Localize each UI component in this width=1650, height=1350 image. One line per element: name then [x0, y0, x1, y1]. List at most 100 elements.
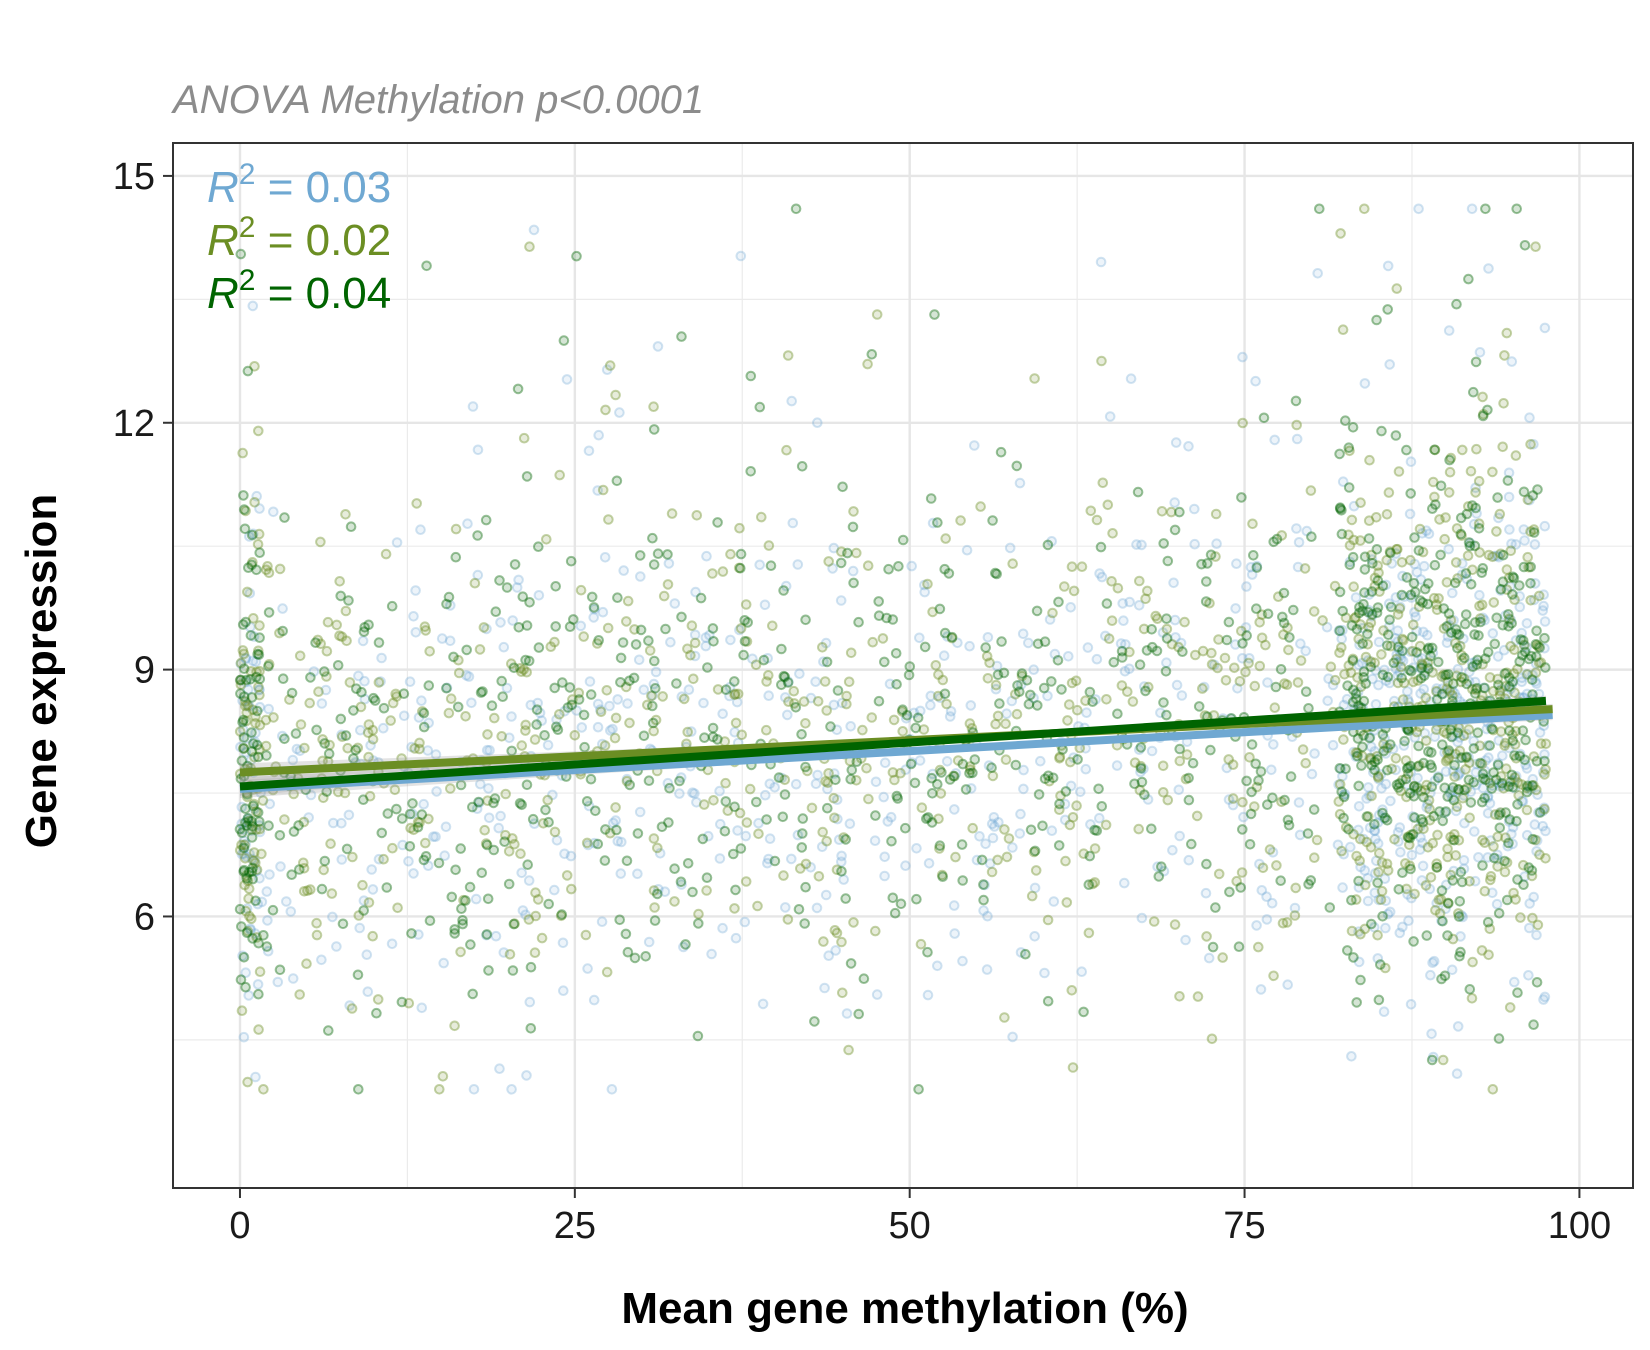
- fit-lines: [239, 696, 1553, 793]
- data-point: [450, 551, 462, 563]
- data-point: [1407, 829, 1419, 840]
- data-point: [1530, 639, 1542, 650]
- data-point: [513, 574, 524, 586]
- data-point: [682, 643, 693, 655]
- data-point: [247, 873, 258, 885]
- data-point: [311, 917, 322, 929]
- data-point: [1465, 797, 1477, 808]
- data-point: [250, 718, 261, 729]
- data-point: [1382, 764, 1393, 776]
- data-point: [1461, 573, 1473, 585]
- data-point: [1254, 617, 1265, 628]
- data-point: [1261, 914, 1273, 925]
- data-point: [241, 820, 253, 831]
- data-point: [938, 650, 950, 662]
- data-point: [1366, 760, 1377, 771]
- data-point: [845, 647, 857, 659]
- fit-line-1: [239, 710, 1553, 793]
- data-point: [1445, 615, 1457, 626]
- data-point: [621, 775, 633, 787]
- data-point: [1075, 786, 1086, 798]
- data-point: [1354, 601, 1365, 613]
- data-point: [1505, 683, 1516, 695]
- data-point: [984, 657, 995, 669]
- data-point: [1369, 922, 1380, 933]
- data-point: [1422, 657, 1434, 668]
- data-point: [326, 888, 338, 899]
- data-point: [981, 964, 993, 975]
- data-point: [424, 915, 436, 927]
- data-point: [1396, 589, 1408, 601]
- data-point: [1392, 625, 1404, 637]
- data-point: [1372, 602, 1384, 613]
- data-point: [419, 621, 431, 633]
- data-point: [1464, 876, 1475, 887]
- data-point: [1470, 482, 1481, 494]
- data-point: [1246, 739, 1258, 750]
- data-point: [1497, 619, 1509, 631]
- grid-lines: [173, 143, 1633, 1188]
- data-point: [396, 813, 408, 824]
- data-point: [243, 562, 254, 574]
- data-point: [1364, 589, 1375, 600]
- data-point: [559, 848, 570, 860]
- data-point: [240, 652, 252, 664]
- data-point: [622, 698, 633, 709]
- data-point: [1535, 738, 1547, 749]
- data-point: [1136, 539, 1147, 551]
- data-point: [750, 659, 762, 671]
- data-point: [1524, 898, 1535, 909]
- data-point: [873, 610, 885, 622]
- data-point: [380, 548, 392, 560]
- data-point: [1056, 684, 1067, 695]
- data-point: [490, 606, 502, 618]
- data-point: [1378, 813, 1389, 824]
- data-point: [729, 689, 740, 701]
- data-point: [1385, 547, 1396, 559]
- data-point: [822, 777, 834, 789]
- data-point: [1504, 725, 1515, 737]
- data-point: [1357, 622, 1368, 634]
- data-point: [504, 732, 515, 744]
- data-point: [1183, 854, 1195, 866]
- data-point: [457, 918, 469, 930]
- data-point: [1458, 652, 1470, 664]
- data-point: [911, 893, 922, 905]
- data-point: [308, 666, 320, 677]
- data-point: [1142, 585, 1153, 597]
- data-point: [238, 743, 249, 754]
- data-point: [1527, 490, 1539, 501]
- data-point: [508, 918, 520, 930]
- data-point: [246, 815, 257, 827]
- data-point: [690, 586, 701, 598]
- data-point: [862, 560, 874, 572]
- data-point: [984, 858, 996, 869]
- data-point: [1391, 649, 1403, 660]
- data-point: [614, 914, 626, 926]
- data-point: [1067, 812, 1079, 823]
- data-point: [1378, 745, 1390, 757]
- data-point: [1369, 825, 1381, 837]
- data-point: [1078, 848, 1089, 860]
- data-point: [1440, 673, 1451, 684]
- data-point: [354, 922, 366, 934]
- data-point: [472, 444, 484, 456]
- data-point: [260, 564, 272, 576]
- data-point: [1426, 762, 1438, 774]
- data-point: [1492, 758, 1504, 769]
- data-point: [891, 790, 903, 802]
- data-point: [253, 649, 265, 661]
- data-point: [1393, 836, 1404, 847]
- data-point: [250, 656, 262, 668]
- data-point: [241, 851, 252, 862]
- data-point: [1446, 964, 1458, 976]
- data-point: [1143, 681, 1154, 693]
- data-point: [1042, 995, 1054, 1007]
- data-point: [248, 738, 259, 749]
- data-point: [930, 660, 942, 671]
- data-point: [1525, 439, 1536, 450]
- data-point: [1025, 824, 1037, 836]
- data-point: [1084, 686, 1096, 698]
- data-point: [620, 928, 632, 940]
- data-point: [1441, 728, 1452, 739]
